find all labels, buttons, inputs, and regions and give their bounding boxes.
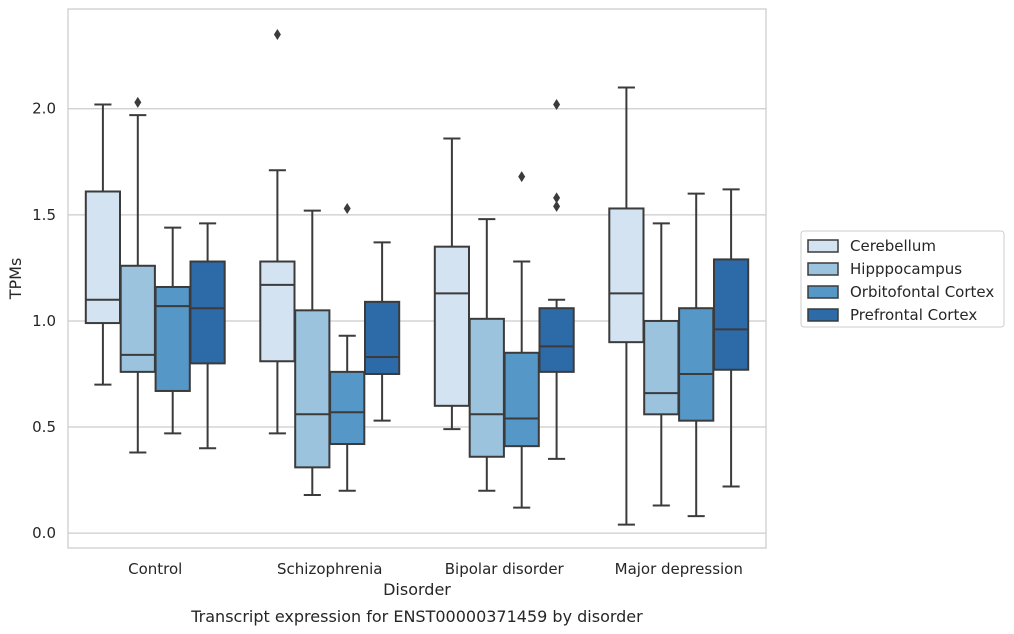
box-iqr xyxy=(503,351,540,448)
outlier-point xyxy=(553,98,561,110)
outlier-point xyxy=(553,192,561,204)
box-iqr xyxy=(84,190,122,325)
box-control-prefrontal-cortex xyxy=(189,222,226,450)
box-iqr xyxy=(119,264,156,373)
box-schizophrenia-orbitofontal-cortex xyxy=(329,202,366,492)
legend-label: Prefrontal Cortex xyxy=(850,306,977,324)
y-tick-label: 0.5 xyxy=(32,418,56,436)
box-iqr xyxy=(468,317,505,458)
box-major-depression-prefrontal-cortex xyxy=(712,188,750,488)
y-axis-ticks: 0.0 0.5 1.0 1.5 2.0 xyxy=(32,100,56,542)
box-iqr xyxy=(678,307,715,422)
box-iqr xyxy=(608,207,645,344)
box-schizophrenia-prefrontal-cortex xyxy=(363,241,401,422)
legend-swatch xyxy=(807,285,839,299)
x-tick-label: Schizophrenia xyxy=(277,560,382,578)
y-tick-label: 0.0 xyxy=(32,524,56,542)
chart-caption: Transcript expression for ENST0000037145… xyxy=(190,607,643,626)
box-bipolar-disorder-hipppocampus xyxy=(468,218,505,492)
plot-area-frame xyxy=(67,8,767,549)
legend-frame xyxy=(800,230,1005,328)
legend-label: Orbitofontal Cortex xyxy=(850,283,994,301)
y-tick-label: 1.5 xyxy=(32,206,56,224)
y-tick-label: 1.0 xyxy=(32,312,56,330)
x-tick-label: Bipolar disorder xyxy=(445,560,565,578)
box-schizophrenia-cerebellum xyxy=(259,28,296,435)
box-bipolar-disorder-prefrontal-cortex xyxy=(538,98,575,460)
box-iqr xyxy=(433,245,471,407)
outlier-point xyxy=(343,202,351,214)
outlier-point xyxy=(134,96,142,108)
outlier-point xyxy=(518,171,526,183)
legend-label: Hipppocampus xyxy=(850,260,962,278)
legend-swatch xyxy=(807,308,839,322)
box-iqr xyxy=(363,300,401,375)
box-bipolar-disorder-cerebellum xyxy=(433,137,471,431)
box-iqr xyxy=(643,319,680,416)
x-axis-label: Disorder xyxy=(383,580,451,599)
x-tick-label: Control xyxy=(128,560,182,578)
box-control-orbitofontal-cortex xyxy=(154,226,191,435)
box-iqr xyxy=(154,285,191,392)
y-axis-label: TPMs xyxy=(6,258,25,301)
box-major-depression-orbitofontal-cortex xyxy=(678,192,715,518)
x-axis-ticks: Control Schizophrenia Bipolar disorder Majo… xyxy=(128,560,743,578)
box-iqr xyxy=(189,260,226,365)
legend-label: Cerebellum xyxy=(850,237,936,255)
boxes xyxy=(84,28,750,526)
box-iqr xyxy=(538,307,575,373)
box-major-depression-cerebellum xyxy=(608,86,645,526)
box-bipolar-disorder-orbitofontal-cortex xyxy=(503,171,540,509)
legend: Cerebellum Hipppocampus Orbitofontal Corte… xyxy=(800,230,1005,328)
box-control-hipppocampus xyxy=(119,96,156,454)
box-iqr xyxy=(294,309,331,469)
x-tick-label: Major depression xyxy=(615,560,743,578)
box-iqr xyxy=(259,260,296,363)
box-major-depression-hipppocampus xyxy=(643,222,680,507)
y-tick-label: 2.0 xyxy=(32,100,56,118)
box-control-cerebellum xyxy=(84,103,122,386)
outlier-point xyxy=(553,200,561,212)
legend-swatch xyxy=(807,262,839,276)
outlier-point xyxy=(273,28,281,40)
box-iqr xyxy=(712,258,750,371)
legend-swatch xyxy=(807,239,839,253)
box-iqr xyxy=(329,370,366,446)
box-schizophrenia-hipppocampus xyxy=(294,209,331,496)
